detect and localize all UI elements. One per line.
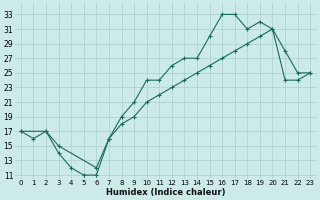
X-axis label: Humidex (Indice chaleur): Humidex (Indice chaleur) (106, 188, 225, 197)
